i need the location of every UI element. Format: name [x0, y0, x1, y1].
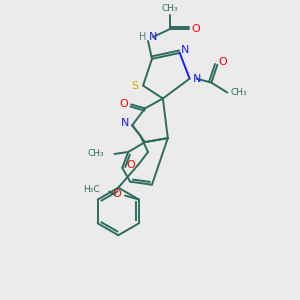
Text: O: O [191, 24, 200, 34]
Text: S: S [132, 81, 139, 91]
Text: O: O [120, 99, 129, 110]
Text: CH₃: CH₃ [161, 4, 178, 13]
Text: N: N [181, 45, 189, 55]
Text: H: H [140, 32, 147, 42]
Text: N: N [192, 74, 201, 84]
Text: O: O [218, 57, 227, 67]
Text: CH₃: CH₃ [231, 88, 247, 97]
Text: CH₃: CH₃ [88, 149, 104, 158]
Text: O: O [113, 189, 122, 199]
Text: N: N [121, 118, 129, 128]
Text: O: O [127, 160, 136, 170]
Text: H₃C: H₃C [82, 185, 99, 194]
Text: N: N [149, 32, 157, 42]
